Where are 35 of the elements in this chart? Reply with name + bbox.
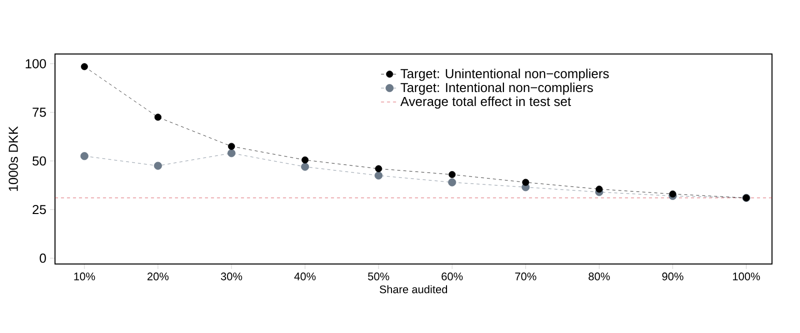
x-tick-label: 40%: [294, 272, 316, 280]
x-tick-label: 10%: [74, 272, 96, 280]
y-tick-label: 100: [26, 59, 46, 68]
point: [301, 162, 310, 171]
x-tick-label: 90%: [662, 272, 684, 280]
x-tick-label: 20%: [148, 272, 169, 280]
legend-label: Target: Intentional non−compliers: [400, 82, 593, 95]
y-tick-label: 0: [40, 254, 46, 263]
x-tick-label: 60%: [442, 272, 463, 280]
x-tick-label: 50%: [368, 272, 390, 280]
y-tick-label: 25: [32, 204, 46, 214]
legend-label: Average total effect in test set: [400, 96, 571, 109]
point: [596, 186, 603, 193]
point: [227, 149, 236, 158]
point: [228, 142, 235, 150]
point: [154, 114, 162, 121]
point: [302, 156, 309, 164]
x-tick-label: 70%: [515, 272, 536, 280]
point: [669, 190, 676, 198]
point: [154, 162, 162, 170]
point: [80, 152, 88, 160]
x-tick-label: 80%: [588, 272, 610, 280]
point: [374, 172, 383, 180]
x-tick-label: 100%: [733, 272, 760, 280]
x-tick-label: 30%: [220, 272, 242, 280]
point: [448, 178, 456, 186]
y-axis-title: 1000s DKK: [8, 126, 18, 191]
legend-label: Target: Unintentional non−compliers: [400, 68, 609, 81]
y-tick-label: 75: [32, 108, 46, 117]
point: [522, 178, 530, 186]
x-axis-title: Share audited: [380, 285, 448, 294]
point: [448, 171, 456, 178]
y-tick-label: 50: [32, 156, 46, 166]
point: [375, 165, 382, 172]
point: [80, 63, 88, 70]
